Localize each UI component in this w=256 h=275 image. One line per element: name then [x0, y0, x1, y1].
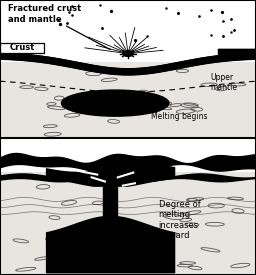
Text: Crust: Crust [9, 43, 35, 52]
Text: Melting begins: Melting begins [151, 112, 207, 121]
Bar [0, 138, 256, 172]
FancyBboxPatch shape [0, 43, 44, 53]
Text: Fractured crust
and mantle: Fractured crust and mantle [8, 4, 81, 24]
Ellipse shape [123, 51, 133, 56]
Text: Degree of
melting
increases
upward: Degree of melting increases upward [159, 200, 200, 240]
Bar [0, 0, 256, 62]
Ellipse shape [61, 90, 169, 116]
Text: Upper
mantle: Upper mantle [210, 73, 237, 92]
